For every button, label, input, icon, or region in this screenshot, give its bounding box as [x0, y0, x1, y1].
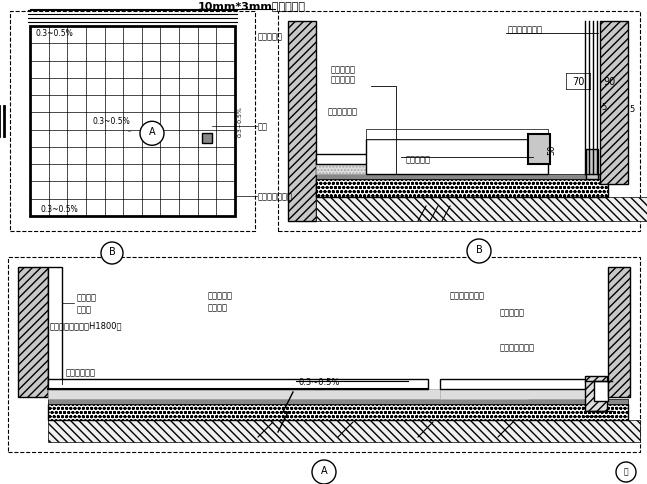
Bar: [366, 130, 548, 140]
Bar: [608, 268, 630, 397]
Text: 10mm*3mm半圆防滑槽: 10mm*3mm半圆防滑槽: [198, 1, 306, 11]
Text: 抛光处理: 抛光处理: [208, 303, 228, 312]
Bar: [48, 389, 528, 399]
Text: 石材流水槽: 石材流水槽: [500, 308, 525, 317]
Bar: [440, 379, 590, 389]
Text: 5: 5: [601, 102, 607, 111]
Bar: [586, 150, 598, 180]
Text: 半圆防滑槽: 半圆防滑槽: [208, 291, 233, 300]
Bar: [316, 155, 528, 165]
Bar: [288, 22, 316, 222]
Text: 石材墙面: 石材墙面: [77, 293, 97, 302]
Text: 详: 详: [624, 467, 628, 475]
Text: 5: 5: [630, 106, 635, 114]
Bar: [202, 134, 212, 144]
Text: 0.3~0.5%: 0.3~0.5%: [238, 106, 243, 137]
Text: 防水层翻过（墙面H1800）: 防水层翻过（墙面H1800）: [50, 321, 122, 330]
Text: 0.3~0.5%: 0.3~0.5%: [92, 117, 130, 126]
Bar: [585, 376, 607, 411]
Bar: [316, 180, 608, 197]
Text: 90: 90: [604, 77, 616, 87]
Text: 根据石材排板: 根据石材排板: [328, 107, 358, 116]
Bar: [48, 379, 428, 389]
Text: 石材挡水条: 石材挡水条: [258, 32, 283, 42]
Text: A: A: [321, 465, 327, 475]
Text: 灌浆层: 灌浆层: [77, 305, 92, 314]
Bar: [440, 389, 590, 399]
Bar: [18, 268, 48, 397]
Bar: [8, 257, 640, 452]
Circle shape: [467, 240, 491, 263]
Bar: [366, 140, 548, 175]
Text: 石材淋浴房底座: 石材淋浴房底座: [450, 291, 485, 300]
Bar: [48, 420, 640, 442]
Circle shape: [312, 460, 336, 484]
Text: B: B: [109, 246, 115, 257]
Bar: [30, 27, 235, 216]
Text: 0.3~0.5%: 0.3~0.5%: [40, 204, 78, 213]
Text: 半圆防滑槽: 半圆防滑槽: [331, 65, 356, 75]
Text: A: A: [149, 127, 155, 137]
Bar: [48, 404, 628, 420]
Bar: [528, 135, 550, 165]
Text: 成品淋浴房移门: 成品淋浴房移门: [508, 26, 543, 34]
Text: 0.3~0.5%: 0.3~0.5%: [298, 378, 340, 387]
Bar: [594, 381, 608, 401]
Text: 70: 70: [572, 77, 584, 87]
Bar: [316, 175, 608, 180]
Text: 石材流水槽底座: 石材流水槽底座: [258, 192, 293, 201]
Text: 根据石材排板: 根据石材排板: [66, 368, 96, 377]
Bar: [316, 197, 647, 222]
Circle shape: [140, 122, 164, 146]
Text: 50: 50: [547, 144, 556, 155]
Circle shape: [101, 242, 123, 264]
Bar: [48, 399, 628, 404]
Text: 石材挡水条: 石材挡水条: [406, 155, 431, 164]
Bar: [600, 22, 628, 184]
Text: _: _: [127, 127, 130, 132]
Text: 地漏: 地漏: [258, 122, 268, 131]
Bar: [316, 165, 548, 175]
Text: B: B: [476, 244, 483, 255]
Bar: [48, 268, 62, 397]
Bar: [10, 12, 255, 231]
Circle shape: [616, 462, 636, 482]
Text: 淋浴房底座: 淋浴房底座: [331, 76, 356, 84]
Text: 0.3~0.5%: 0.3~0.5%: [35, 29, 72, 37]
Text: 根据石材排板号: 根据石材排板号: [500, 343, 535, 352]
Bar: [278, 12, 640, 231]
